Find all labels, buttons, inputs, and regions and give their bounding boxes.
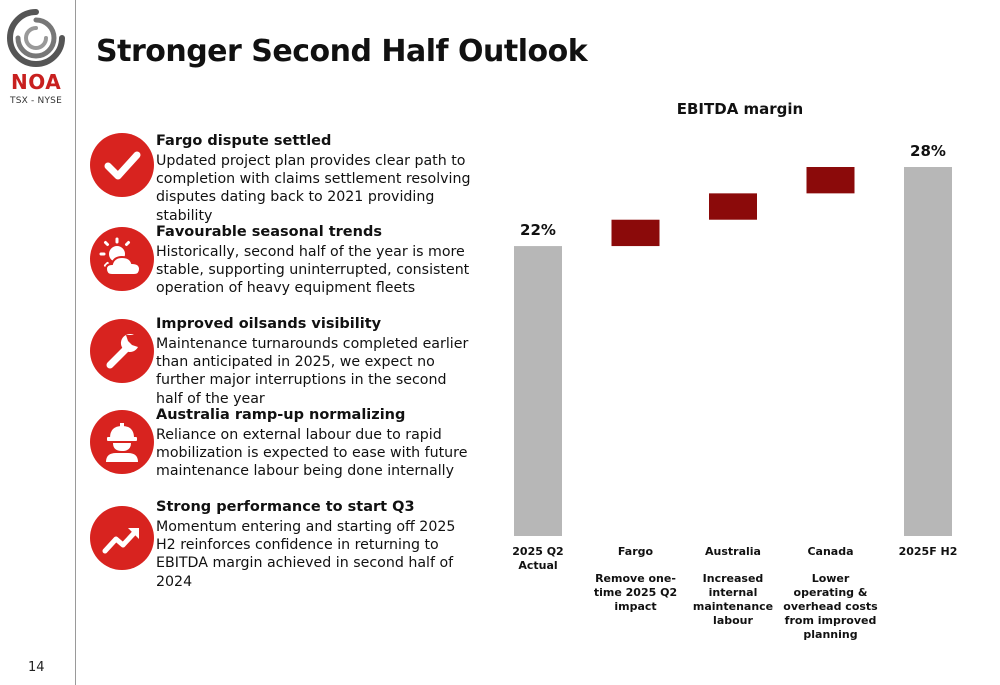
sidebar: NOA TSX - NYSE 14	[0, 0, 76, 685]
chart-plot	[514, 167, 952, 537]
category-label: Canada	[807, 545, 854, 558]
category-description: Increased internal maintenance labour	[692, 572, 774, 627]
trending-up-icon	[90, 506, 154, 570]
bar-4	[806, 167, 855, 194]
noa-logo-icon	[7, 9, 65, 67]
outlook-item-performance: Strong performance to start Q3 Momentum …	[88, 498, 478, 590]
category-description: Lower operating & overhead costs from im…	[783, 572, 878, 641]
category-label: Fargo	[617, 545, 654, 558]
bar-3	[709, 193, 757, 220]
outlook-item-oilsands: Improved oilsands visibility Maintenance…	[88, 315, 478, 407]
category-label: 2025F H2	[898, 545, 958, 558]
sun-cloud-icon	[90, 227, 154, 291]
bar-2	[611, 219, 660, 247]
outlook-item-title: Australia ramp-up normalizing	[156, 407, 406, 423]
checkmark-icon	[90, 133, 154, 197]
outlook-item-title: Improved oilsands visibility	[156, 316, 382, 332]
hard-hat-worker-icon	[90, 410, 154, 474]
outlook-item-title: Fargo dispute settled	[156, 133, 332, 149]
data-label: 28%	[910, 142, 946, 160]
outlook-item-body: Reliance on external labour due to rapid…	[156, 427, 468, 480]
outlook-item-title: Strong performance to start Q3	[156, 499, 415, 515]
outlook-item-body: Momentum entering and starting off 2025 …	[156, 519, 456, 590]
outlook-item-body: Historically, second half of the year is…	[156, 244, 470, 297]
category-label: 2025 Q2 Actual	[512, 545, 564, 572]
data-label: 22%	[520, 221, 556, 240]
ebitda-margin-chart: EBITDA margin 22% 2025 Q2 Actual Fargo Remo…	[490, 90, 990, 660]
page-title: Stronger Second Half Outlook	[96, 34, 588, 69]
category-label: Australia	[705, 545, 761, 558]
chart-title: EBITDA margin	[676, 100, 804, 118]
category-description: Remove one-time 2025 Q2 impact	[593, 572, 678, 613]
bar-1	[514, 246, 562, 537]
wrench-icon	[90, 319, 154, 383]
brand-name: NOA	[11, 70, 62, 94]
outlook-item-body: Maintenance turnarounds completed earlie…	[156, 336, 469, 407]
outlook-item-body: Updated project plan provides clear path…	[156, 153, 471, 224]
outlook-item-title: Favourable seasonal trends	[156, 224, 382, 240]
outlook-item-seasonal: Favourable seasonal trends Historically,…	[88, 223, 478, 303]
brand-exchanges: TSX - NYSE	[10, 96, 62, 106]
outlook-item-fargo: Fargo dispute settled Updated project pl…	[88, 132, 478, 224]
page-number: 14	[28, 660, 45, 675]
bar-5	[904, 167, 952, 536]
outlook-item-australia: Australia ramp-up normalizing Reliance o…	[88, 406, 478, 486]
